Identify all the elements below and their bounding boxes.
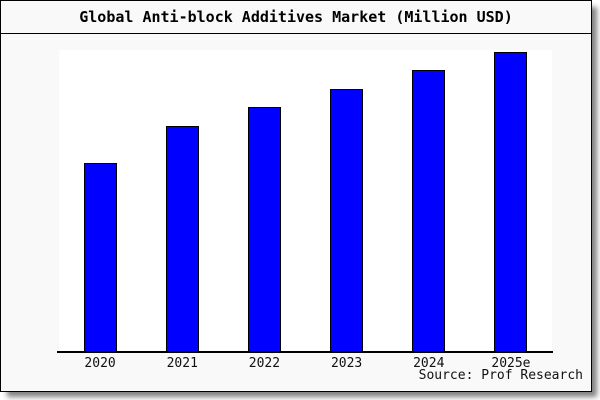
bar-2023 [330, 89, 364, 352]
bar-2020 [83, 163, 117, 352]
bar-2024 [412, 70, 446, 352]
x-tick-label-2024: 2024 [413, 356, 445, 371]
chart-card: Global Anti-block Additives Market (Mill… [0, 0, 592, 392]
bar-2025e [494, 52, 528, 352]
bar-2021 [165, 126, 199, 352]
x-tick-label-2020: 2020 [84, 356, 116, 371]
plot-area [59, 50, 552, 352]
chart-title: Global Anti-block Additives Market (Mill… [1, 1, 591, 34]
source-credit: Source: Prof Research [418, 368, 583, 383]
x-tick-label-2023: 2023 [330, 356, 363, 371]
x-tick-label-2021: 2021 [166, 356, 198, 371]
x-axis-line [57, 351, 553, 353]
bar-2022 [247, 107, 281, 352]
x-tick-label-2022: 2022 [248, 356, 281, 371]
x-axis-labels: 2020 2021 2022 2023 2024 2025e [59, 356, 552, 371]
x-tick-label-2025e: 2025e [491, 356, 531, 371]
